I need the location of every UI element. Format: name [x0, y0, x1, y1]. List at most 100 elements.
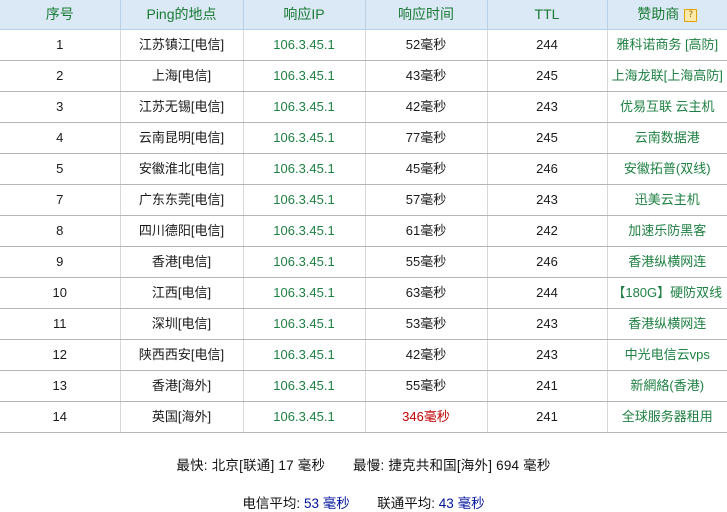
col-header-sponsor: 赞助商?	[607, 0, 727, 30]
cell-ip: 106.3.45.1	[243, 401, 366, 433]
table-row: 10 江西[电信] 106.3.45.1 63毫秒 244 【180G】硬防双线	[0, 277, 727, 309]
cell-ip: 106.3.45.1	[243, 370, 366, 402]
table-row: 14 英国[海外] 106.3.45.1 346毫秒 241 全球服务器租用	[0, 401, 727, 433]
cell-ttl: 244	[487, 29, 608, 61]
cell-ttl: 243	[487, 91, 608, 123]
sponsor-link[interactable]: 新網絡(香港)	[630, 378, 705, 393]
sponsor-link[interactable]: 加速乐防黑客	[628, 223, 707, 238]
cell-index: 9	[0, 246, 121, 278]
cell-location: 安徽淮北[电信]	[120, 153, 244, 185]
col-header-ip: 响应IP	[243, 0, 366, 30]
sponsor-link[interactable]: 云南数据港	[634, 130, 700, 145]
cell-location: 云南昆明[电信]	[120, 122, 244, 154]
cell-sponsor[interactable]: 安徽拓普(双线)	[607, 153, 727, 185]
cell-sponsor[interactable]: 全球服务器租用	[607, 401, 727, 433]
cell-response-time: 57毫秒	[365, 184, 488, 216]
cell-location: 陕西西安[电信]	[120, 339, 244, 371]
cell-ip: 106.3.45.1	[243, 29, 366, 61]
table-header-row: 序号 Ping的地点 响应IP 响应时间 TTL 赞助商?	[0, 0, 727, 30]
cell-ip: 106.3.45.1	[243, 246, 366, 278]
slowest-label: 最慢:	[353, 458, 385, 473]
table-row: 11 深圳[电信] 106.3.45.1 53毫秒 243 香港纵横网连	[0, 308, 727, 340]
cell-response-time: 77毫秒	[365, 122, 488, 154]
cell-sponsor[interactable]: 加速乐防黑客	[607, 215, 727, 247]
sponsor-link[interactable]: 安徽拓普(双线)	[623, 161, 711, 176]
cell-index: 14	[0, 401, 121, 433]
cell-sponsor[interactable]: 【180G】硬防双线	[607, 277, 727, 309]
cell-ip: 106.3.45.1	[243, 215, 366, 247]
cell-index: 8	[0, 215, 121, 247]
sponsor-link[interactable]: 全球服务器租用	[621, 409, 713, 424]
table-row: 13 香港[海外] 106.3.45.1 55毫秒 241 新網絡(香港)	[0, 370, 727, 402]
telecom-average-value: 53 毫秒	[303, 496, 350, 511]
cell-sponsor[interactable]: 云南数据港	[607, 122, 727, 154]
cell-index: 4	[0, 122, 121, 154]
col-header-index: 序号	[0, 0, 121, 30]
cell-sponsor[interactable]: 优易互联 云主机	[607, 91, 727, 123]
cell-ttl: 244	[487, 277, 608, 309]
sponsor-link[interactable]: 雅科诺商务 [高防]	[616, 37, 719, 52]
sponsor-link[interactable]: 【180G】硬防双线	[612, 285, 723, 300]
summary-line-extremes: 最快: 北京[联通] 17 毫秒 最慢: 捷克共和国[海外] 694 毫秒	[0, 454, 727, 474]
cell-response-time: 45毫秒	[365, 153, 488, 185]
col-header-time: 响应时间	[365, 0, 488, 30]
sponsor-link[interactable]: 中光电信云vps	[624, 347, 710, 362]
cell-ttl: 246	[487, 246, 608, 278]
table-body: 1 江苏镇江[电信] 106.3.45.1 52毫秒 244 雅科诺商务 [高防] 2 上海[…	[0, 29, 727, 433]
cell-sponsor[interactable]: 中光电信云vps	[607, 339, 727, 371]
cell-sponsor[interactable]: 香港纵横网连	[607, 308, 727, 340]
cell-sponsor[interactable]: 迅美云主机	[607, 184, 727, 216]
cell-response-time: 52毫秒	[365, 29, 488, 61]
cell-response-time: 43毫秒	[365, 60, 488, 92]
cell-location: 江苏无锡[电信]	[120, 91, 244, 123]
unicom-average-value: 43 毫秒	[438, 496, 485, 511]
table-row: 12 陕西西安[电信] 106.3.45.1 42毫秒 243 中光电信云vps	[0, 339, 727, 371]
sponsor-link[interactable]: 香港纵横网连	[628, 254, 707, 269]
cell-ip: 106.3.45.1	[243, 339, 366, 371]
table-row: 8 四川德阳[电信] 106.3.45.1 61毫秒 242 加速乐防黑客	[0, 215, 727, 247]
table-row: 3 江苏无锡[电信] 106.3.45.1 42毫秒 243 优易互联 云主机	[0, 91, 727, 123]
fastest-label: 最快:	[176, 458, 208, 473]
cell-ttl: 243	[487, 339, 608, 371]
cell-index: 7	[0, 184, 121, 216]
cell-ip: 106.3.45.1	[243, 277, 366, 309]
cell-sponsor[interactable]: 香港纵横网连	[607, 246, 727, 278]
sponsor-link[interactable]: 迅美云主机	[634, 192, 700, 207]
cell-ip: 106.3.45.1	[243, 308, 366, 340]
cell-index: 13	[0, 370, 121, 402]
cell-location: 上海[电信]	[120, 60, 244, 92]
cell-ip: 106.3.45.1	[243, 60, 366, 92]
cell-ttl: 242	[487, 215, 608, 247]
cell-index: 3	[0, 91, 121, 123]
cell-location: 江西[电信]	[120, 277, 244, 309]
table-row: 1 江苏镇江[电信] 106.3.45.1 52毫秒 244 雅科诺商务 [高防]	[0, 29, 727, 61]
cell-index: 2	[0, 60, 121, 92]
ping-results-table: 序号 Ping的地点 响应IP 响应时间 TTL 赞助商? 1 江苏镇江[电信] 1…	[0, 0, 727, 433]
cell-response-time: 55毫秒	[365, 246, 488, 278]
cell-ip: 106.3.45.1	[243, 184, 366, 216]
cell-sponsor[interactable]: 新網絡(香港)	[607, 370, 727, 402]
cell-ttl: 246	[487, 153, 608, 185]
cell-sponsor[interactable]: 上海龙联[上海高防]	[607, 60, 727, 92]
cell-ip: 106.3.45.1	[243, 91, 366, 123]
help-question-icon[interactable]: ?	[684, 9, 698, 22]
cell-sponsor[interactable]: 雅科诺商务 [高防]	[607, 29, 727, 61]
sponsor-link[interactable]: 上海龙联[上海高防]	[611, 68, 723, 83]
cell-ip: 106.3.45.1	[243, 122, 366, 154]
cell-ip: 106.3.45.1	[243, 153, 366, 185]
cell-location: 英国[海外]	[120, 401, 244, 433]
sponsor-link[interactable]: 香港纵横网连	[628, 316, 707, 331]
cell-ttl: 245	[487, 60, 608, 92]
cell-response-time: 55毫秒	[365, 370, 488, 402]
cell-location: 四川德阳[电信]	[120, 215, 244, 247]
cell-response-time: 53毫秒	[365, 308, 488, 340]
cell-ttl: 241	[487, 401, 608, 433]
cell-index: 1	[0, 29, 121, 61]
cell-index: 11	[0, 308, 121, 340]
sponsor-link[interactable]: 优易互联 云主机	[619, 99, 715, 114]
table-row: 7 广东东莞[电信] 106.3.45.1 57毫秒 243 迅美云主机	[0, 184, 727, 216]
cell-response-time: 346毫秒	[365, 401, 488, 433]
cell-location: 深圳[电信]	[120, 308, 244, 340]
table-header: 序号 Ping的地点 响应IP 响应时间 TTL 赞助商?	[0, 0, 727, 30]
